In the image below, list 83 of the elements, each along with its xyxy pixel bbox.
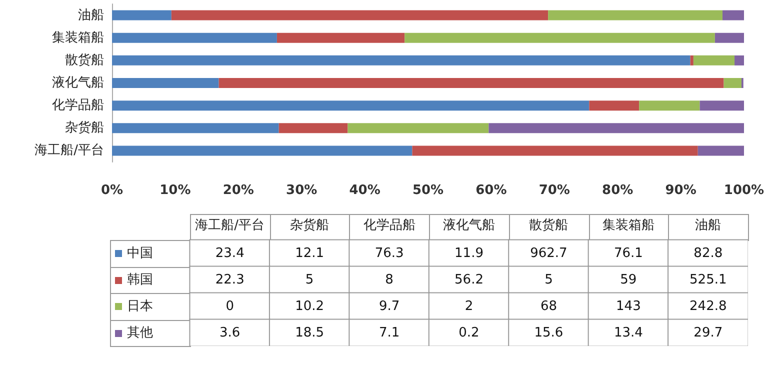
x-tick-label: 60% — [476, 183, 507, 198]
bar — [348, 123, 489, 134]
data-label: 7.1 — [378, 325, 400, 340]
y-tick-label: 海工船/平台 — [34, 143, 104, 158]
bar — [112, 32, 277, 43]
data-label: 143 — [616, 298, 641, 314]
bar — [218, 78, 724, 88]
x-tick-label: 40% — [349, 183, 380, 198]
data-label: 76.3 — [374, 246, 404, 261]
data-label: 8 — [385, 272, 394, 288]
data-label: 5 — [305, 272, 314, 288]
data-label: 242.8 — [690, 298, 727, 314]
bar — [278, 123, 348, 134]
bar — [412, 146, 698, 156]
y-tick-label: 其他 — [127, 325, 153, 340]
y-tick-label: 集装箱船 — [52, 30, 104, 46]
data-label: 22.3 — [215, 272, 244, 288]
data-label: 3.6 — [220, 325, 240, 340]
bar — [589, 100, 640, 111]
y-tick-label: 日本 — [127, 298, 153, 314]
data-label: 12.1 — [295, 246, 324, 261]
x-tick-label: 20% — [222, 183, 254, 198]
bar — [639, 100, 700, 111]
bar — [112, 78, 219, 88]
data-label: 76.1 — [614, 246, 643, 261]
bar — [714, 32, 744, 43]
data-label: 962.7 — [530, 246, 568, 261]
x-tick-label: 0% — [100, 183, 124, 198]
bar — [112, 10, 172, 20]
data-label: 9.7 — [378, 298, 400, 314]
bar — [548, 10, 723, 20]
data-label: 5 — [544, 272, 553, 288]
data-label: 29.7 — [694, 325, 723, 340]
data-label: 68 — [540, 298, 557, 314]
x-tick-label: 10% — [160, 183, 191, 198]
data-label: 11.9 — [454, 246, 484, 261]
data-label: 18.5 — [295, 325, 324, 340]
bar — [171, 10, 548, 20]
y-tick-label: 散货船 — [65, 52, 104, 68]
data-label: 56.2 — [454, 272, 484, 288]
data-label: 0.2 — [458, 325, 480, 340]
bar — [112, 146, 412, 156]
x-tick-label: 杂货船 — [290, 218, 330, 233]
x-tick-label: 油船 — [695, 218, 722, 233]
bar — [112, 123, 279, 134]
y-tick-label: 杂货船 — [65, 120, 104, 136]
bar — [112, 55, 690, 66]
y-tick-label: 液化气船 — [52, 76, 104, 90]
data-label: 10.2 — [295, 298, 324, 314]
x-tick-label: 散货船 — [529, 218, 568, 233]
bar — [700, 100, 744, 111]
bar — [488, 123, 744, 134]
x-tick-label: 液化气船 — [443, 218, 495, 233]
x-tick-label: 海工船/平台 — [195, 218, 265, 233]
bar — [724, 78, 742, 88]
bar — [112, 100, 590, 111]
bar — [404, 32, 715, 43]
x-tick-label: 化学品船 — [363, 218, 416, 233]
data-label: 59 — [620, 272, 637, 288]
x-tick-label: 100% — [724, 183, 764, 198]
x-tick-label: 70% — [538, 183, 570, 198]
y-tick-label: 中国 — [127, 246, 153, 261]
x-tick-label: 集装箱船 — [602, 218, 654, 233]
x-tick-label: 30% — [286, 183, 318, 198]
x-tick-label: 90% — [665, 183, 696, 198]
data-label: 15.6 — [534, 325, 564, 340]
y-tick-label: 油船 — [78, 8, 104, 23]
y-tick-label: 韩国 — [127, 272, 153, 288]
data-label: 82.8 — [694, 246, 723, 261]
data-label: 0 — [226, 298, 234, 314]
x-tick-label: 50% — [412, 183, 444, 198]
data-label: 2 — [464, 298, 474, 314]
x-tick-label: 80% — [602, 183, 634, 198]
bar — [722, 10, 744, 20]
data-label: 13.4 — [614, 325, 643, 340]
bar — [698, 146, 744, 156]
bar — [693, 55, 735, 66]
bar — [276, 32, 405, 43]
data-label: 23.4 — [215, 246, 244, 261]
bar — [734, 55, 744, 66]
bar — [690, 55, 694, 66]
y-tick-label: 化学品船 — [52, 98, 104, 114]
data-label: 525.1 — [690, 272, 727, 288]
